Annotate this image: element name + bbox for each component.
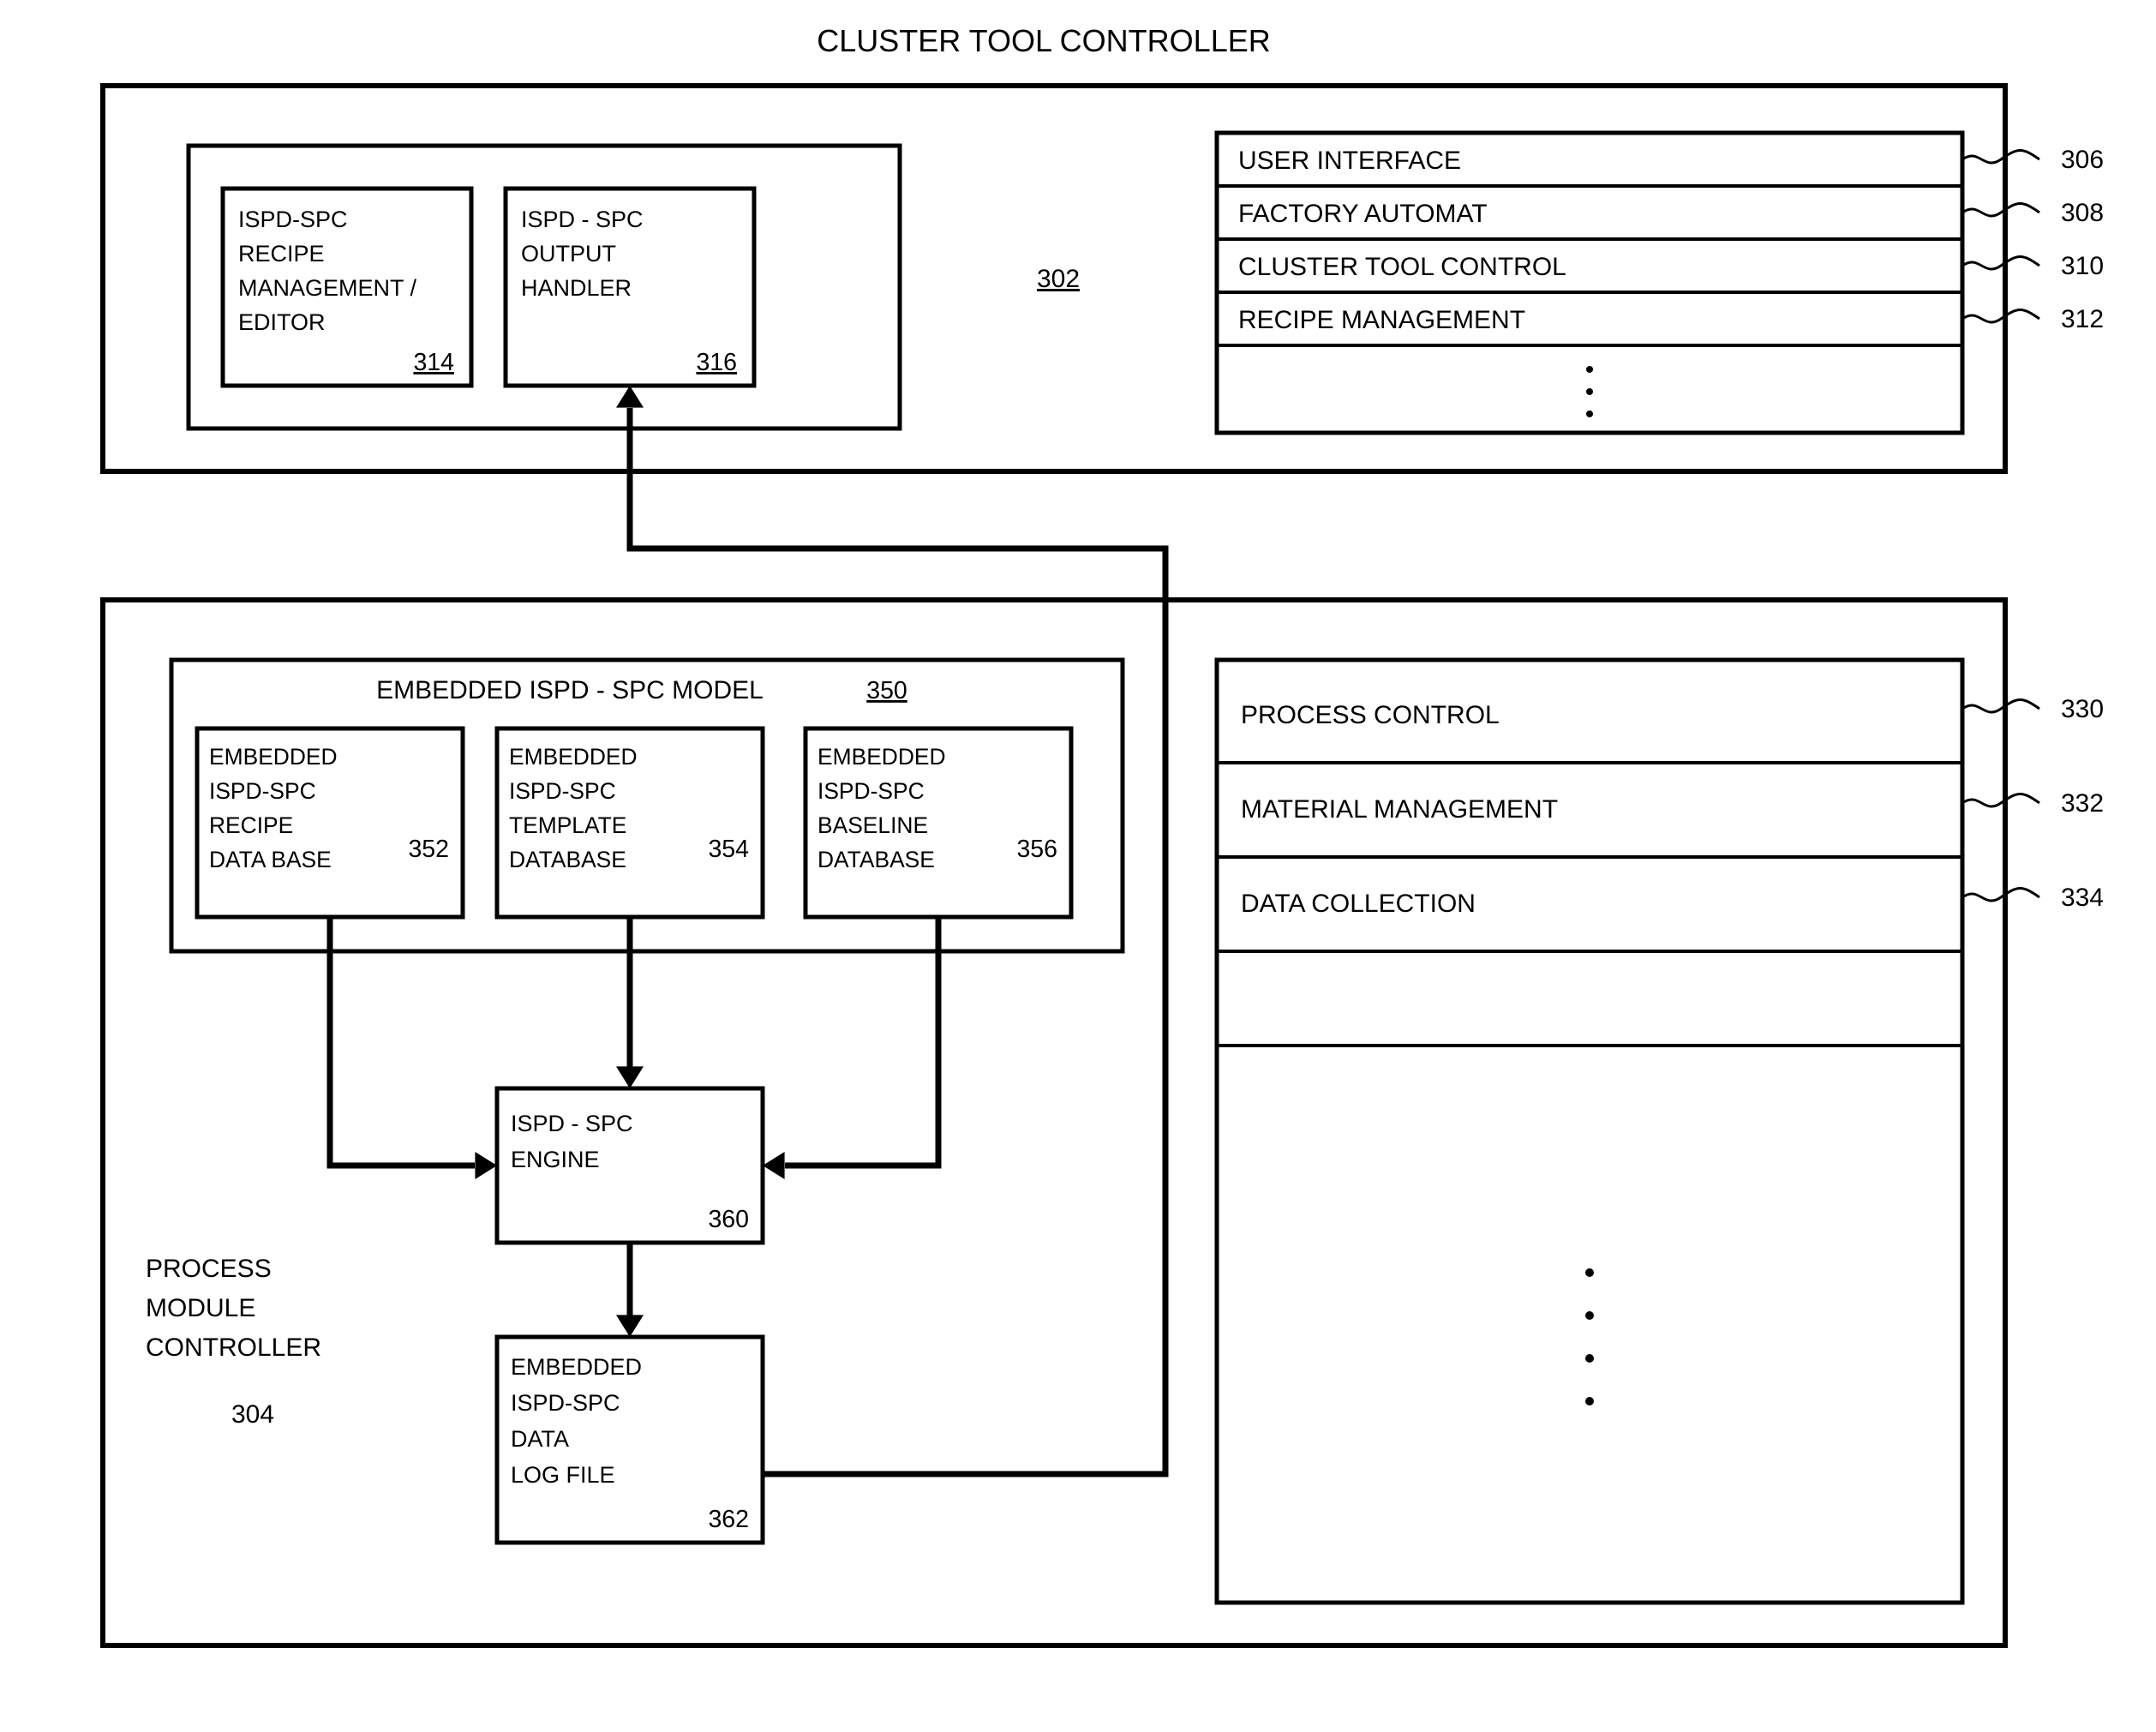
ref-352: 352 — [408, 836, 449, 863]
process-label: CONTROLLER — [146, 1333, 321, 1362]
process-row-label: MATERIAL MANAGEMENT — [1241, 795, 1558, 824]
model-title: EMBEDDED ISPD - SPC MODEL — [376, 676, 764, 704]
ellipsis-dot — [1586, 366, 1593, 373]
box-356-label: BASELINE — [817, 812, 928, 838]
cluster-row-label: FACTORY AUTOMAT — [1238, 200, 1488, 228]
ref-312: 312 — [2061, 305, 2104, 333]
box-352-label: EMBEDDED — [209, 744, 338, 770]
box-360-label: ISPD - SPC — [511, 1111, 633, 1136]
ellipsis-dot — [1585, 1354, 1594, 1363]
ref-360: 360 — [708, 1206, 749, 1233]
box-360-label: ENGINE — [511, 1147, 600, 1172]
box-362-label: ISPD-SPC — [511, 1390, 620, 1416]
box-352-label: ISPD-SPC — [209, 778, 316, 804]
connector — [785, 917, 938, 1166]
box-354-label: EMBEDDED — [509, 744, 638, 770]
box-314-label: EDITOR — [238, 309, 326, 335]
ellipsis-dot — [1586, 388, 1593, 395]
ref-302: 302 — [1037, 265, 1080, 293]
box-314-label: ISPD-SPC — [238, 207, 348, 232]
box-362-label: EMBEDDED — [511, 1354, 642, 1380]
ref-310: 310 — [2061, 252, 2104, 280]
ref-316: 316 — [696, 349, 737, 376]
process-row-label: DATA COLLECTION — [1241, 890, 1476, 918]
connector — [630, 408, 1165, 1474]
box-356-label: EMBEDDED — [817, 744, 946, 770]
process-label: PROCESS — [146, 1255, 272, 1283]
ref-306: 306 — [2061, 146, 2104, 174]
box-362-label: DATA — [511, 1426, 569, 1452]
cluster-title: CLUSTER TOOL CONTROLLER — [817, 23, 1270, 58]
ref-332: 332 — [2061, 789, 2104, 818]
box-316-label: ISPD - SPC — [521, 207, 644, 232]
ref-350: 350 — [866, 677, 907, 704]
ref-314: 314 — [413, 349, 454, 376]
box-354-label: TEMPLATE — [509, 812, 626, 838]
box-314-label: RECIPE — [238, 241, 325, 267]
ref-362: 362 — [708, 1506, 749, 1533]
cluster-row-label: RECIPE MANAGEMENT — [1238, 306, 1525, 334]
ellipsis-dot — [1586, 411, 1593, 417]
box-314-label: MANAGEMENT / — [238, 275, 417, 301]
ref-leader — [1962, 794, 2039, 807]
ref-leader — [1962, 257, 2039, 270]
cluster-row-label: USER INTERFACE — [1238, 147, 1461, 175]
box-316-label: OUTPUT — [521, 241, 616, 267]
ref-leader — [1962, 151, 2039, 164]
ellipsis-dot — [1585, 1311, 1594, 1320]
connector — [330, 917, 475, 1166]
arrow-head — [616, 1066, 644, 1088]
ref-leader — [1962, 310, 2039, 323]
arrow-head — [616, 1315, 644, 1337]
arrow-head — [475, 1152, 497, 1179]
ref-leader — [1962, 204, 2039, 217]
box-354-label: DATABASE — [509, 847, 626, 872]
box-316-label: HANDLER — [521, 275, 632, 301]
ellipsis-dot — [1585, 1397, 1594, 1405]
box-354-label: ISPD-SPC — [509, 778, 616, 804]
ref-334: 334 — [2061, 884, 2104, 912]
ref-330: 330 — [2061, 695, 2104, 723]
block-diagram: CLUSTER TOOL CONTROLLER 302 ISPD-SPC RECIPE… — [0, 0, 2156, 1732]
process-module-controller-box — [103, 600, 2005, 1645]
box-352-label: DATA BASE — [209, 847, 332, 872]
process-row-label: PROCESS CONTROL — [1241, 701, 1500, 729]
cluster-row-label: CLUSTER TOOL CONTROL — [1238, 253, 1566, 281]
ref-354: 354 — [708, 836, 749, 863]
box-356-label: ISPD-SPC — [817, 778, 925, 804]
ref-304: 304 — [231, 1400, 274, 1429]
process-label: MODULE — [146, 1294, 255, 1322]
arrow-head — [763, 1152, 785, 1179]
box-362-label: LOG FILE — [511, 1462, 615, 1488]
ref-leader — [1962, 889, 2039, 902]
cluster-right-table — [1217, 133, 1962, 433]
ref-leader — [1962, 700, 2039, 713]
arrow-head — [616, 386, 644, 408]
box-352-label: RECIPE — [209, 812, 293, 838]
ref-308: 308 — [2061, 199, 2104, 227]
ellipsis-dot — [1585, 1268, 1594, 1277]
ref-356: 356 — [1016, 836, 1057, 863]
box-356-label: DATABASE — [817, 847, 935, 872]
